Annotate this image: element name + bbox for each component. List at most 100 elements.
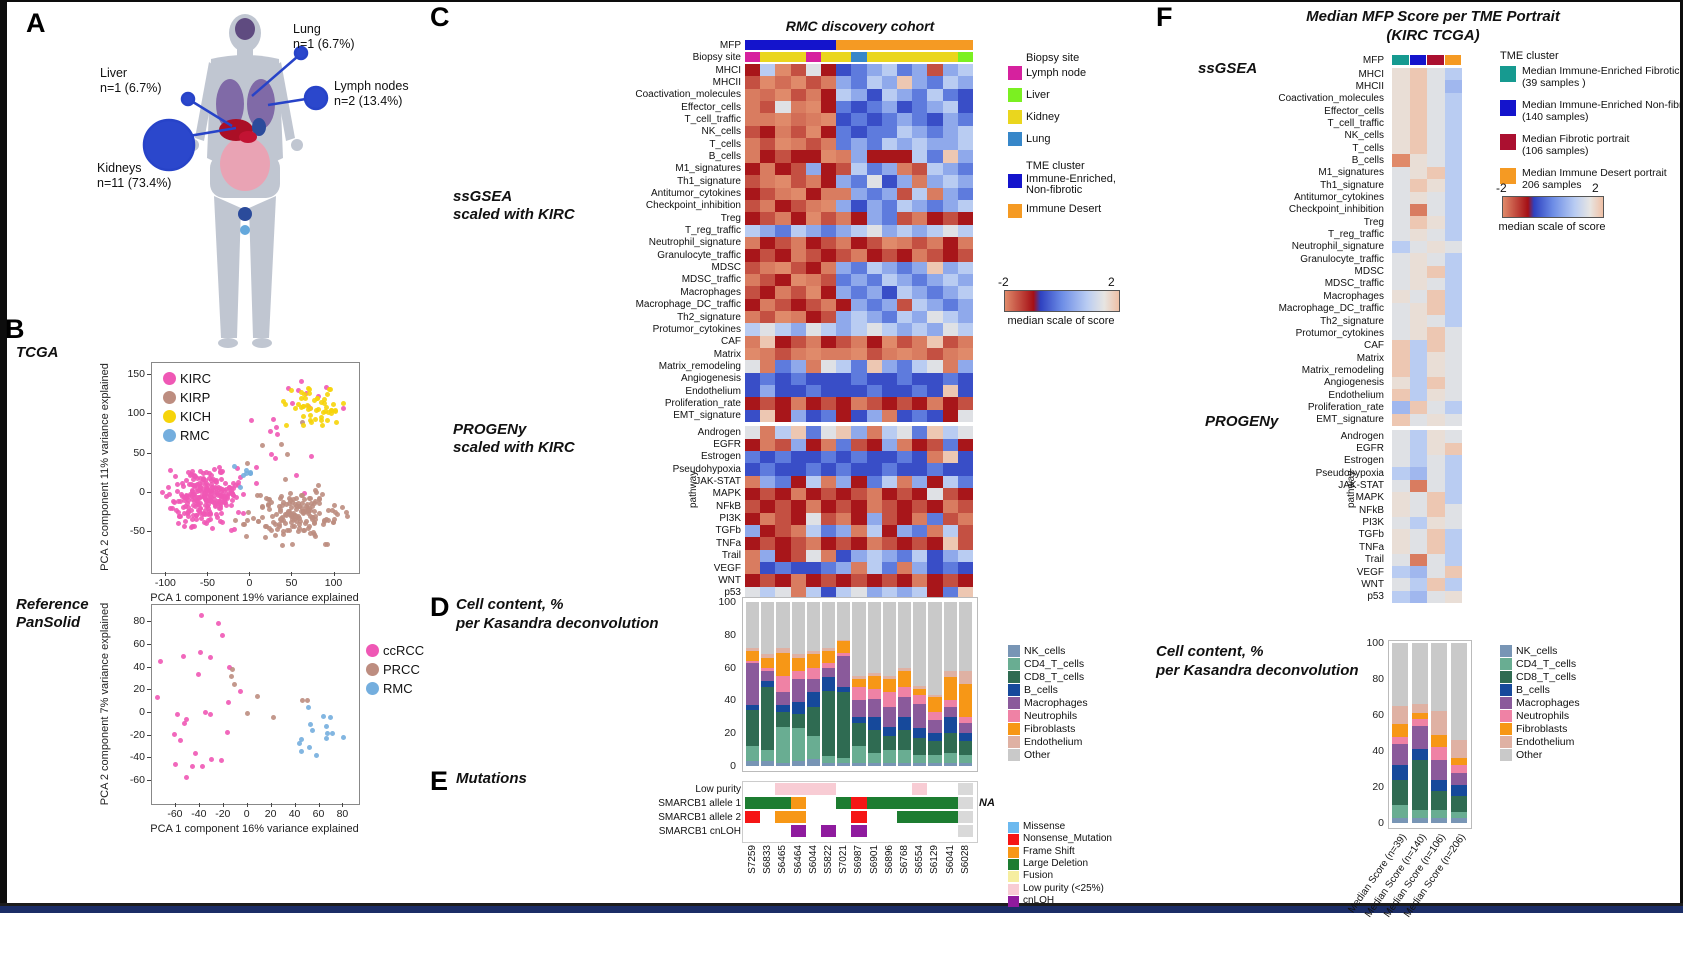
scatter-point-kirc [226, 486, 232, 492]
scatter-point-kirp [332, 502, 338, 508]
y-tick-label: 80 [133, 615, 145, 628]
heatmap-row-label: Angiogenesis [680, 373, 741, 385]
scatter-point-kirc [214, 491, 220, 497]
heatmap-cell [897, 574, 913, 587]
scatter-point-kich [319, 422, 325, 428]
heatmap-cell [821, 586, 837, 600]
heatmap-cell [866, 311, 883, 324]
scatter-point-kich [320, 410, 326, 416]
heatmap-cell [745, 487, 761, 501]
heatmap-cell [745, 64, 761, 77]
scatter-point-rmc [243, 468, 249, 474]
heatmap-cell [851, 450, 867, 464]
heatmap-cell [821, 150, 837, 164]
heatmap-cell [957, 549, 974, 563]
color-scale-bar-c-min: -2 [998, 275, 1009, 289]
cell-type-legend-swatch [1008, 658, 1020, 670]
heatmap-cell [957, 162, 974, 176]
heatmap-cell [912, 273, 928, 287]
mfp-annotation-cell [760, 40, 776, 50]
heatmap-cell [790, 537, 807, 550]
heatmap-cell-f [1427, 228, 1445, 242]
scatter-point-kirc [211, 493, 217, 499]
heatmap-cell [912, 236, 928, 250]
cell-content-ytick-f: 0 [1378, 817, 1384, 829]
cell-bar-segment-nk_cells [837, 762, 851, 766]
heatmap-cell [866, 450, 883, 464]
scatter-point-kirp [309, 504, 315, 510]
scatter-point-kirc [222, 497, 228, 503]
heatmap-cell [851, 113, 867, 127]
heatmap-cell [927, 450, 943, 464]
scatter-point-kirc [269, 452, 275, 458]
heatmap-cell [851, 311, 867, 324]
heatmap-cell [912, 162, 928, 176]
heatmap-cell-f [1444, 516, 1462, 530]
cell-bar-segment-f-neutrophils [1450, 765, 1467, 773]
cell-content-ytick: 60 [724, 661, 736, 674]
sample-id-label: S7021 [838, 845, 850, 874]
scatter-point-kirc [189, 481, 195, 487]
mutation-row-label: SMARCB1 allele 1 [658, 798, 741, 809]
scatter-point-rmc [307, 721, 313, 727]
heatmap-cell [821, 224, 837, 238]
cell-bar-segment-endothelium [898, 667, 912, 671]
heatmap-cell [805, 64, 822, 77]
heatmap-cell-f [1392, 191, 1410, 205]
heatmap-cell [881, 261, 898, 275]
heatmap-row-label: p53 [724, 587, 741, 599]
y-tick-mark [147, 712, 151, 713]
cell-type-legend-swatch [1008, 736, 1020, 748]
scatter-point-kirc [165, 485, 171, 491]
x-axis-label: PCA 1 component 19% variance explained [150, 592, 359, 604]
cell-type-legend-f-swatch [1500, 645, 1512, 657]
heatmap-cell [912, 64, 928, 77]
heatmap-cell [775, 125, 791, 139]
scatter-point-kirc [218, 488, 224, 494]
heatmap-cell [836, 224, 852, 238]
site-stat: n=11 (73.4%) [97, 176, 172, 190]
scatter-point-kirc [174, 507, 180, 513]
cell-bar-segment-endothelium [806, 651, 820, 655]
mutation-cell-na [957, 825, 973, 837]
mutation-cell-cn [851, 825, 867, 837]
cell-bar-segment-endothelium [761, 654, 775, 658]
heatmap-cell [760, 64, 776, 77]
heatmap-cell-f [1444, 389, 1462, 402]
heatmap-cell [851, 574, 867, 587]
mfp-annotation-cell [897, 40, 913, 50]
abdomen-shape [220, 137, 270, 191]
cell-bar-segment-cd8_t_cells [852, 723, 866, 747]
scatter-point-ccrcc [207, 654, 213, 660]
mutation-cell-ld [942, 797, 958, 809]
heatmap-cell [957, 450, 974, 464]
heatmap-cell-f [1392, 479, 1410, 493]
y-tick-label: 150 [127, 368, 145, 381]
heatmap-cell [866, 298, 883, 312]
cell-bar-segment-cd4_t_cells [958, 754, 972, 763]
scatter-point-kirp [333, 509, 339, 515]
heatmap-cell [927, 187, 943, 201]
scatter-point-kich [309, 420, 315, 426]
heatmap-cell [851, 335, 867, 349]
heatmap-cell [927, 360, 943, 374]
heatmap-cell [760, 487, 776, 501]
heatmap-cell [897, 426, 913, 439]
heatmap-cell [836, 574, 852, 587]
cell-bar-segment-fibroblasts [958, 684, 972, 717]
heatmap-cell [897, 586, 913, 600]
heatmap-cell-f [1392, 216, 1410, 229]
scatter-point-ccrcc [208, 711, 214, 717]
scatter-point-kirp [280, 499, 286, 505]
heatmap-cell [957, 574, 974, 587]
cell-type-legend-label: Fibroblasts [1024, 723, 1076, 735]
scatter-point-kirc [205, 518, 211, 524]
heatmap-cell-f [1427, 389, 1445, 402]
heatmap-cell [942, 537, 959, 550]
cell-bar-segment-macrophages [746, 662, 760, 706]
scatter-point-kirp [291, 497, 297, 503]
heatmap-cell [745, 125, 761, 139]
heatmap-cell [745, 138, 761, 151]
heatmap-row-label: Macrophage_DC_traffic [635, 299, 741, 311]
scatter-point-kirp [311, 501, 317, 507]
